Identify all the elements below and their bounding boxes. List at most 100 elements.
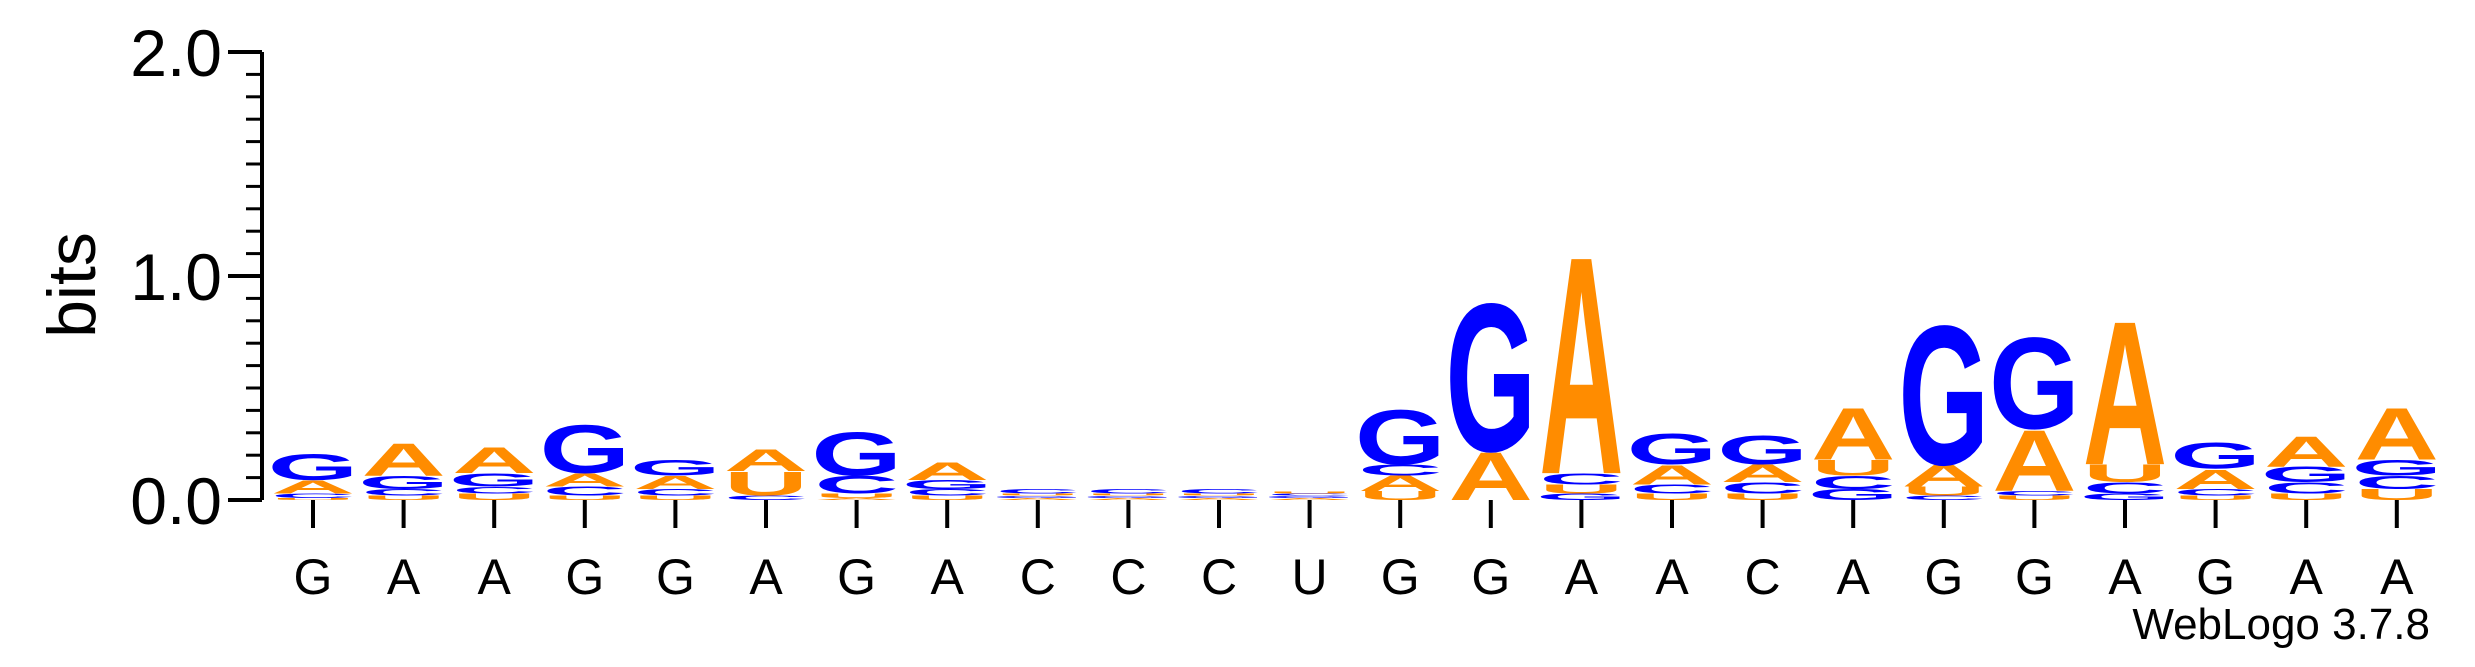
x-tick-label: A bbox=[749, 549, 783, 605]
logo-letter-u: U bbox=[1811, 456, 1895, 480]
logo-letter-u: U bbox=[2173, 494, 2257, 501]
y-axis-label: bits bbox=[34, 232, 110, 338]
logo-letter-a: A bbox=[1267, 497, 1351, 500]
logo-letter-a: A bbox=[271, 476, 355, 497]
logo-letter-a: A bbox=[452, 440, 536, 481]
logo-letter-c: C bbox=[1811, 472, 1895, 493]
x-tick-label: A bbox=[1565, 549, 1599, 605]
logo-letter-c: C bbox=[2264, 479, 2348, 496]
x-tick-label: A bbox=[2380, 549, 2414, 605]
logo-letter-g: G bbox=[902, 478, 993, 492]
logo-letter-g: G bbox=[1989, 311, 2080, 457]
logo-letter-g: G bbox=[2351, 456, 2442, 480]
logo-letter-u: U bbox=[633, 494, 717, 501]
logo-letter-g: G bbox=[268, 447, 359, 488]
logo-letter-u: U bbox=[271, 497, 355, 500]
logo-letter-u: U bbox=[1902, 484, 1986, 498]
logo-letter-c: C bbox=[1720, 479, 1804, 496]
x-tick-label: G bbox=[565, 549, 604, 605]
logo-letter-g: G bbox=[1808, 486, 1899, 503]
logo-letter-c: C bbox=[2083, 479, 2167, 496]
logo-letter-a: A bbox=[1630, 459, 1714, 490]
x-tick-label: G bbox=[1381, 549, 1420, 605]
x-tick-label: A bbox=[2290, 549, 2324, 605]
logo-letter-u: U bbox=[2083, 460, 2167, 488]
logo-letter-c: C bbox=[1902, 494, 1986, 501]
x-tick-label: A bbox=[1837, 549, 1871, 605]
x-tick-label: C bbox=[1745, 549, 1781, 605]
logo-letter-u: U bbox=[905, 494, 989, 501]
logo-letter-u: U bbox=[1630, 492, 1714, 502]
x-tick-label: A bbox=[478, 549, 512, 605]
logo-letter-g: G bbox=[992, 495, 1083, 498]
x-tick-label: U bbox=[1292, 549, 1328, 605]
logo-letter-u: U bbox=[361, 494, 445, 501]
x-tick-label: C bbox=[1110, 549, 1146, 605]
logo-letter-u: U bbox=[1992, 494, 2076, 501]
logo-letters: UCAGUCGAUCGAUCAGUCAGCUAAUCGUCGAAGUCAGUCA… bbox=[268, 191, 2443, 539]
logo-letter-a: A bbox=[543, 470, 627, 491]
weblogo-credit: WebLogo 3.7.8 bbox=[2132, 600, 2430, 649]
logo-letter-g: G bbox=[1536, 492, 1627, 502]
logo-letter-g: G bbox=[1174, 495, 1265, 498]
logo-letter-a: A bbox=[1177, 497, 1261, 500]
logo-letter-u: U bbox=[1539, 482, 1623, 496]
logo-letter-a: A bbox=[1539, 191, 1623, 539]
x-tick-label: G bbox=[837, 549, 876, 605]
logo-letter-a: A bbox=[724, 443, 808, 478]
logo-letter-c: C bbox=[452, 485, 536, 495]
logo-letter-a: A bbox=[2083, 280, 2167, 509]
logo-letter-g: G bbox=[449, 470, 540, 491]
logo-letter-u: U bbox=[1720, 492, 1804, 502]
x-tick-label: A bbox=[387, 549, 421, 605]
logo-letter-c: C bbox=[2173, 487, 2257, 497]
logo-letter-c: C bbox=[814, 471, 898, 499]
y-tick-label: 1.0 bbox=[130, 240, 222, 314]
logo-letter-u: U bbox=[2355, 486, 2439, 503]
logo-letter-c: C bbox=[1630, 482, 1714, 496]
x-tick-label: A bbox=[931, 549, 965, 605]
logo-letter-g: G bbox=[2080, 492, 2171, 502]
logo-letter-a: A bbox=[1992, 412, 2076, 509]
logo-letter-a: A bbox=[1811, 392, 1895, 476]
logo-letter-c: C bbox=[633, 487, 717, 497]
x-tick-label: C bbox=[1201, 549, 1237, 605]
logo-letter-u: U bbox=[814, 492, 898, 499]
logo-letter-u: U bbox=[1358, 489, 1442, 503]
logo-letter-u: U bbox=[2264, 492, 2348, 502]
logo-letter-u: U bbox=[1086, 493, 1170, 496]
logo-letter-c: C bbox=[361, 487, 445, 497]
logo-letter-a: A bbox=[1086, 497, 1170, 500]
logo-letter-g: G bbox=[2261, 462, 2352, 486]
logo-letter-a: A bbox=[905, 457, 989, 485]
logo-letter-g: G bbox=[1627, 425, 1718, 474]
logo-letter-c: C bbox=[1267, 493, 1351, 496]
logo-letter-c: C bbox=[1358, 461, 1442, 478]
x-tick-label: G bbox=[2015, 549, 2054, 605]
x-tick-label: G bbox=[294, 549, 333, 605]
logo-letter-c: C bbox=[996, 488, 1080, 495]
logo-letter-c: C bbox=[724, 494, 808, 501]
x-tick-label: A bbox=[2108, 549, 2142, 605]
logo-letter-c: C bbox=[543, 484, 627, 498]
logo-letter-a: A bbox=[1902, 459, 1986, 494]
x-tick-label: A bbox=[1655, 549, 1689, 605]
x-tick-label: G bbox=[1924, 549, 1963, 605]
logo-letter-g: G bbox=[1898, 284, 1989, 507]
logo-letter-a: A bbox=[2355, 392, 2439, 476]
logo-letter-u: U bbox=[543, 494, 627, 501]
logo-letter-c: C bbox=[1086, 488, 1170, 495]
y-tick-label: 2.0 bbox=[130, 16, 222, 90]
x-tick-label: G bbox=[1471, 549, 1510, 605]
logo-letter-g: G bbox=[1717, 428, 1808, 473]
logo-letter-u: U bbox=[996, 493, 1080, 496]
logo-letter-g: G bbox=[1355, 394, 1446, 481]
logo-letter-a: A bbox=[2264, 427, 2348, 476]
logo-letter-a: A bbox=[996, 497, 1080, 500]
logo-letter-c: C bbox=[2355, 472, 2439, 493]
logo-letter-g: G bbox=[539, 412, 630, 489]
logo-letter-u: U bbox=[724, 465, 808, 503]
logo-letter-c: C bbox=[1177, 488, 1261, 495]
logo-letter-g: G bbox=[630, 456, 721, 480]
